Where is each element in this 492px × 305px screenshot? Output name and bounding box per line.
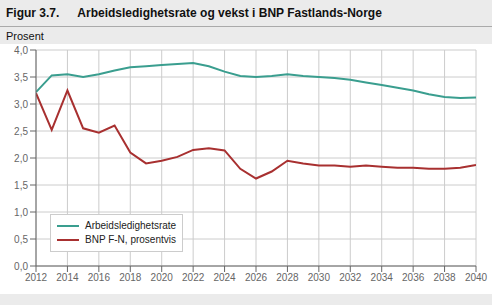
svg-text:1,5: 1,5 — [14, 180, 28, 191]
svg-text:4,0: 4,0 — [14, 45, 28, 56]
svg-text:2038: 2038 — [433, 272, 456, 283]
html-text:Figur 3.7.: Figur 3.7. — [6, 6, 60, 20]
svg-text:0,5: 0,5 — [14, 234, 28, 245]
html-text:BNP F-N, prosentvis: BNP F-N, prosentvis — [85, 234, 176, 245]
svg-text:2016: 2016 — [88, 272, 111, 283]
svg-text:2040: 2040 — [465, 272, 484, 283]
html-text:Prosent: Prosent — [6, 30, 44, 42]
svg-text:2036: 2036 — [402, 272, 425, 283]
html-text:Arbeidsledighetsrate: Arbeidsledighetsrate — [85, 220, 177, 231]
svg-text:2028: 2028 — [276, 272, 299, 283]
svg-text:0,0: 0,0 — [14, 261, 28, 272]
svg-text:2034: 2034 — [371, 272, 394, 283]
svg-text:2,5: 2,5 — [14, 126, 28, 137]
svg-text:2018: 2018 — [119, 272, 142, 283]
svg-text:2020: 2020 — [151, 272, 174, 283]
svg-text:2,0: 2,0 — [14, 153, 28, 164]
svg-text:2022: 2022 — [182, 272, 205, 283]
html-text:Arbeidsledighetsrate og vekst: Arbeidsledighetsrate og vekst i BNP Fast… — [77, 6, 382, 20]
svg-text:2012: 2012 — [25, 272, 48, 283]
svg-text:3,5: 3,5 — [14, 72, 28, 83]
svg-text:2026: 2026 — [245, 272, 268, 283]
svg-text:1,0: 1,0 — [14, 207, 28, 218]
svg-text:2014: 2014 — [56, 272, 79, 283]
svg-text:2024: 2024 — [213, 272, 236, 283]
svg-text:2030: 2030 — [308, 272, 331, 283]
svg-text:3,0: 3,0 — [14, 99, 28, 110]
svg-text:2032: 2032 — [339, 272, 362, 283]
